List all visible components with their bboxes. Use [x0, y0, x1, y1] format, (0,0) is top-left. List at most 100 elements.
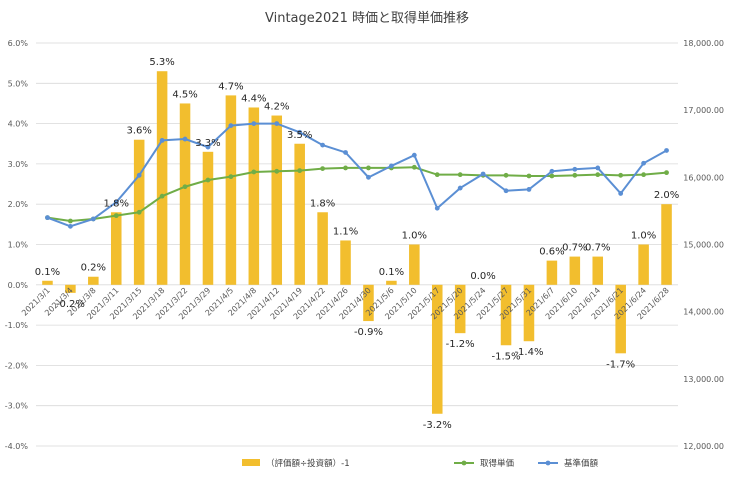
bar-data-label: 1.0%: [631, 231, 656, 242]
series-point: [159, 137, 165, 143]
series-point: [297, 129, 303, 135]
right-tick-label: 16,000.00: [683, 173, 724, 182]
bar-data-label: -1.2%: [446, 339, 475, 350]
series-point: [572, 172, 578, 178]
bar-data-label: -1.4%: [514, 347, 543, 358]
series-point: [595, 172, 601, 178]
series-point: [503, 188, 509, 194]
right-tick-label: 14,000.00: [683, 308, 724, 317]
series-point: [641, 172, 647, 178]
bar-data-label: 3.3%: [195, 138, 220, 149]
bar-data-label: 4.2%: [264, 102, 289, 113]
legend-label: 基準価額: [564, 458, 599, 469]
series-point: [366, 165, 371, 171]
bar-data-label: 3.6%: [126, 126, 151, 137]
series-point: [457, 172, 463, 178]
right-tick-label: 13,000.00: [683, 375, 724, 384]
right-tick-label: 12,000.00: [683, 442, 724, 451]
series-point: [503, 172, 509, 178]
bar: [317, 212, 328, 285]
bar-data-label: 4.5%: [172, 89, 197, 100]
legend: （評価額÷投資額）-1 取得単価 基準価額: [242, 458, 599, 469]
series-point: [113, 213, 119, 219]
left-axis-ticks: -4.0% -3.0% -2.0% -1.0% 0.0% 1.0% 2.0% 3.0% 4.0%…: [5, 39, 29, 451]
bar: [110, 212, 122, 285]
bar-data-label: 5.3%: [149, 57, 174, 68]
left-tick-label: 0.0%: [8, 281, 29, 290]
bar-data-label: 1.8%: [104, 198, 129, 209]
bar: [386, 280, 397, 285]
bar: [156, 71, 168, 285]
bar: [271, 115, 283, 285]
legend-swatch-point: [461, 460, 467, 466]
bar: [225, 95, 237, 285]
bar: [615, 284, 626, 354]
series-point: [480, 171, 486, 177]
bar-data-label: 1.8%: [310, 198, 335, 209]
bar-data-label: 4.7%: [218, 81, 243, 92]
series-line: [47, 166, 667, 222]
bar-data-label: 0.6%: [539, 247, 564, 258]
left-tick-label: 1.0%: [8, 241, 29, 250]
series-point: [274, 121, 280, 126]
series-point: [641, 160, 647, 166]
series-point: [182, 184, 188, 190]
bar: [454, 284, 466, 334]
series-point: [274, 168, 280, 174]
series-point: [572, 166, 578, 172]
bar-data-label: -1.7%: [606, 359, 635, 370]
bar: [294, 143, 305, 285]
series-point: [297, 168, 303, 174]
series-point: [251, 121, 257, 126]
series-point: [67, 218, 73, 224]
bar: [661, 204, 672, 285]
bar: [42, 280, 53, 285]
series-point: [136, 172, 142, 178]
bar-data-label: 0.0%: [470, 271, 495, 282]
series-point: [228, 174, 234, 180]
series-point: [664, 148, 669, 153]
bar-data-label: -0.2%: [56, 299, 85, 310]
bar: [202, 151, 214, 285]
series-point: [388, 163, 394, 169]
left-tick-label: -2.0%: [5, 361, 29, 370]
left-tick-label: 3.0%: [8, 160, 29, 169]
series-point: [549, 168, 555, 174]
legend-label: 取得単価: [480, 458, 515, 469]
bar-data-label: 1.1%: [333, 226, 358, 237]
bar: [431, 284, 443, 414]
series-point: [136, 209, 142, 215]
bar-data-label: -0.9%: [354, 327, 383, 338]
left-tick-label: -3.0%: [5, 402, 29, 411]
series-point: [205, 144, 211, 150]
series-point: [343, 165, 348, 171]
series-point: [159, 193, 165, 199]
bar: [500, 284, 512, 346]
left-tick-label: 5.0%: [8, 79, 29, 88]
series-point: [205, 177, 211, 183]
series-point: [457, 185, 463, 191]
series-point: [526, 173, 532, 179]
legend-swatch-point: [545, 460, 551, 466]
left-tick-label: 2.0%: [8, 200, 29, 209]
series-point: [45, 215, 50, 221]
series-point: [549, 173, 555, 179]
bar: [248, 107, 260, 285]
left-tick-label: -4.0%: [5, 442, 29, 451]
bar-data-labels: 0.1% -0.2% 0.2% 1.8% 3.6% 5.3% 4.5% 3.3% 4.7%4.4…: [35, 57, 679, 431]
series-point: [320, 166, 326, 172]
series-point: [228, 123, 234, 129]
series-point: [113, 199, 119, 205]
chart-title: Vintage2021 時価と取得単価推移: [265, 10, 469, 26]
bar-data-label: -1.5%: [492, 351, 521, 362]
series-point: [595, 165, 601, 171]
bar: [88, 276, 99, 285]
bar-data-label: 3.5%: [287, 130, 312, 141]
series-point: [251, 169, 257, 175]
series-point: [343, 150, 348, 155]
series-point: [67, 223, 73, 229]
bar-data-label: 1.0%: [402, 231, 427, 242]
series-point: [526, 187, 532, 192]
